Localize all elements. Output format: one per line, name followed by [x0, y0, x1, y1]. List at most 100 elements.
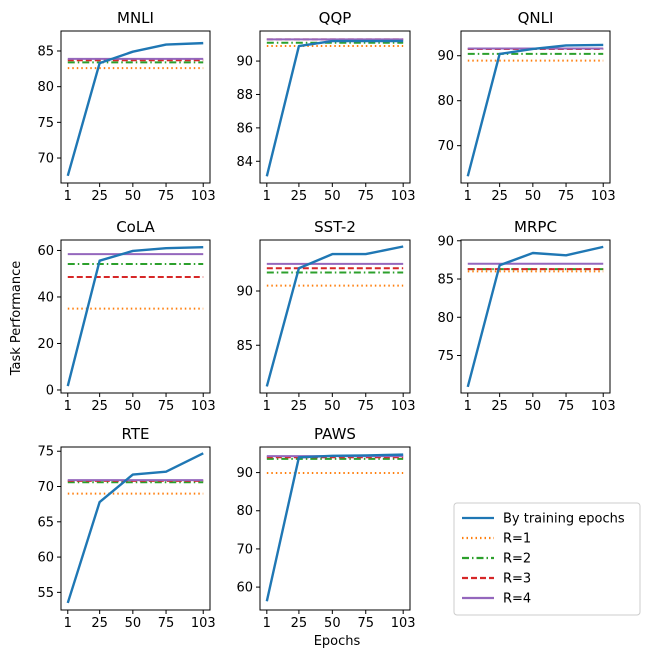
subplot-title: CoLA [116, 218, 155, 236]
y-tick-label: 80 [437, 311, 454, 326]
subplot-mrpc: MRPC 1 25 50 75 103 75 80 85 90 [437, 218, 615, 414]
series-line-epochs [66, 452, 204, 604]
x-tick-label: 50 [525, 189, 542, 204]
x-tick-label: 1 [64, 399, 72, 414]
x-tick-label: 1 [464, 399, 472, 414]
subplot-title: PAWS [314, 425, 356, 443]
y-tick-label: 75 [37, 445, 54, 460]
series-line-epochs [265, 39, 404, 177]
legend: By training epochs R=1 R=2 R=3 R=4 [453, 502, 641, 616]
x-tick-label: 75 [558, 399, 575, 414]
axes-frame [460, 239, 611, 394]
series-line-epochs [466, 245, 604, 388]
y-tick-label: 60 [37, 551, 54, 566]
x-tick-label: 50 [525, 399, 542, 414]
x-tick-label: 50 [324, 616, 341, 631]
x-tick-label: 1 [263, 399, 271, 414]
y-tick-label: 85 [437, 273, 454, 288]
x-tick-label: 103 [191, 399, 216, 414]
y-tick-label: 90 [236, 285, 253, 300]
subplot-title: QQP [319, 9, 352, 27]
legend-item: R=3 [462, 572, 531, 587]
legend-item: R=1 [462, 532, 531, 547]
y-tick-label: 70 [437, 139, 454, 154]
x-tick-label: 1 [464, 189, 472, 204]
x-tick-label: 1 [263, 189, 271, 204]
axes-frame [259, 446, 411, 611]
y-tick-label: 20 [37, 337, 54, 352]
x-tick-label: 25 [91, 189, 108, 204]
axes-frame [259, 239, 411, 394]
x-tick-label: 103 [191, 616, 216, 631]
subplot-cola: CoLA 1 25 50 75 103 0 20 40 60 [37, 218, 215, 414]
x-tick-label: 25 [491, 189, 508, 204]
x-tick-label: 25 [91, 399, 108, 414]
x-tick-label: 25 [291, 616, 308, 631]
x-tick-label: 75 [558, 189, 575, 204]
y-tick-label: 85 [37, 44, 54, 59]
axes-frame [259, 30, 411, 184]
x-tick-label: 50 [125, 616, 142, 631]
legend-label: R=4 [503, 592, 531, 607]
y-tick-label: 90 [236, 466, 253, 481]
x-tick-label: 25 [291, 399, 308, 414]
x-tick-label: 103 [591, 399, 616, 414]
x-tick-label: 75 [158, 616, 175, 631]
subplot-rte: RTE 1 25 50 75 103 55 60 65 70 75 [37, 425, 215, 631]
legend-frame [453, 502, 641, 616]
x-tick-label: 103 [391, 399, 416, 414]
x-tick-label: 75 [158, 399, 175, 414]
y-tick-label: 60 [236, 581, 253, 596]
y-tick-label: 60 [37, 244, 54, 259]
y-tick-label: 80 [236, 504, 253, 519]
legend-label: By training epochs [503, 512, 625, 527]
y-tick-label: 40 [37, 290, 54, 305]
y-tick-label: 70 [236, 542, 253, 557]
y-tick-label: 0 [46, 383, 54, 398]
y-tick-label: 86 [236, 121, 253, 136]
x-tick-label: 25 [491, 399, 508, 414]
y-tick-label: 70 [37, 152, 54, 167]
y-tick-label: 90 [236, 55, 253, 70]
series-line-epochs [66, 246, 204, 387]
x-tick-label: 50 [324, 399, 341, 414]
y-tick-label: 65 [37, 515, 54, 530]
subplot-qqp: QQP 1 25 50 75 103 84 86 88 90 [236, 9, 415, 204]
y-tick-label: 84 [236, 155, 253, 170]
x-tick-label: 103 [391, 616, 416, 631]
y-axis-label: Task Performance [9, 261, 24, 377]
y-tick-label: 90 [437, 234, 454, 249]
y-tick-label: 80 [437, 94, 454, 109]
y-tick-label: 88 [236, 88, 253, 103]
y-tick-label: 70 [37, 480, 54, 495]
series-line-epochs [265, 453, 404, 602]
y-tick-label: 80 [37, 80, 54, 95]
x-tick-label: 1 [263, 616, 271, 631]
x-tick-label: 75 [357, 399, 374, 414]
x-tick-label: 75 [158, 189, 175, 204]
legend-label: R=1 [503, 532, 531, 547]
x-tick-label: 75 [357, 189, 374, 204]
subplot-title: SST-2 [314, 218, 356, 236]
y-tick-label: 90 [437, 49, 454, 64]
subplot-title: RTE [122, 425, 150, 443]
subplot-mnli: MNLI 1 25 50 75 103 70 75 80 85 [37, 9, 215, 204]
x-tick-label: 50 [125, 399, 142, 414]
x-tick-label: 103 [591, 189, 616, 204]
x-axis-label: Epochs [314, 634, 361, 649]
y-tick-label: 85 [236, 339, 253, 354]
legend-label: R=3 [503, 572, 531, 587]
y-tick-label: 75 [37, 116, 54, 131]
x-tick-label: 25 [91, 616, 108, 631]
y-tick-label: 75 [437, 349, 454, 364]
series-line-epochs [466, 43, 604, 177]
x-tick-label: 103 [391, 189, 416, 204]
subplot-title: MRPC [514, 218, 557, 236]
legend-item: By training epochs [462, 512, 625, 527]
subplot-grid: MNLI 1 25 50 75 103 70 75 80 85 QQP 1 25 50 75 103 84 86 8… [37, 9, 615, 631]
x-tick-label: 50 [125, 189, 142, 204]
subplot-paws: PAWS 1 25 50 75 103 60 70 80 90 [236, 425, 415, 631]
axes-frame [60, 239, 211, 394]
subplot-title: QNLI [518, 9, 554, 27]
